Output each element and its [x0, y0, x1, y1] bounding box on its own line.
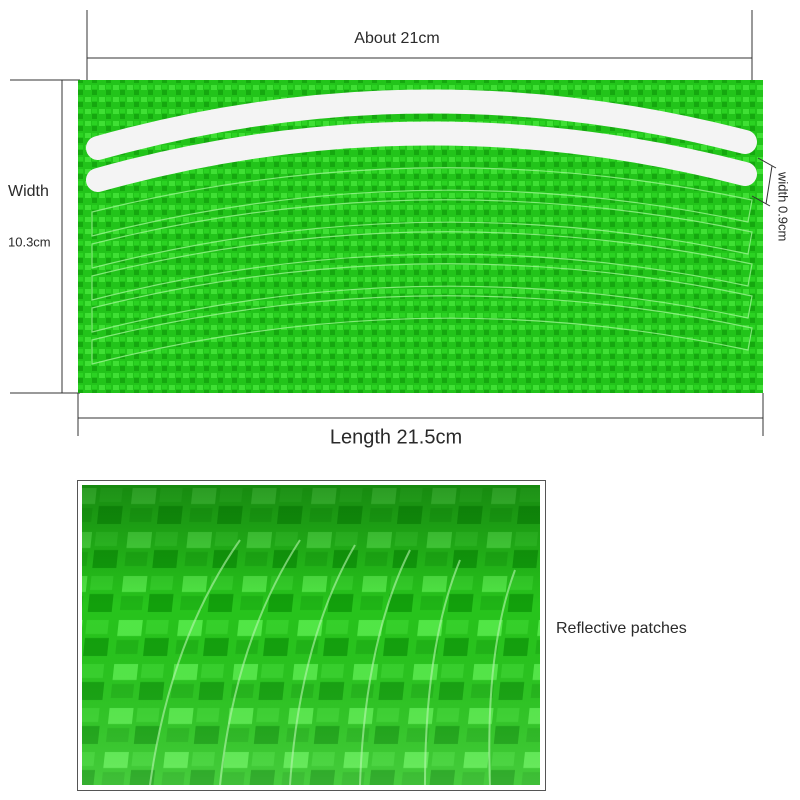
- strip-outline: [91, 263, 753, 333]
- strip-edge: [488, 569, 516, 786]
- dimension-line: [757, 157, 777, 169]
- detail-strip-edges: [149, 539, 516, 786]
- strip-width: width 0.9cm: [776, 171, 791, 241]
- width-label: Width: [8, 183, 49, 200]
- strip-edge: [219, 539, 301, 786]
- white-strip: [86, 89, 757, 160]
- length-dimension: Length 21.5cm: [330, 426, 462, 448]
- strip-edge: [149, 539, 241, 786]
- detail-caption: Reflective patches: [556, 620, 687, 637]
- strip-edge: [289, 544, 356, 786]
- strip-edge: [424, 559, 461, 786]
- top-dimension: About 21cm: [354, 30, 439, 47]
- white-strip: [86, 121, 757, 192]
- strip-outline: [91, 231, 753, 301]
- strip-outline: [91, 167, 753, 237]
- width-value: 10.3cm: [8, 234, 51, 249]
- strip-outlines: [91, 167, 753, 365]
- dimension-line: [765, 165, 773, 205]
- detail-shading: [82, 485, 540, 785]
- strip-outline: [91, 199, 753, 269]
- dimension-line: [751, 195, 771, 207]
- strip-outline: [91, 295, 753, 365]
- strip-edge: [359, 549, 411, 786]
